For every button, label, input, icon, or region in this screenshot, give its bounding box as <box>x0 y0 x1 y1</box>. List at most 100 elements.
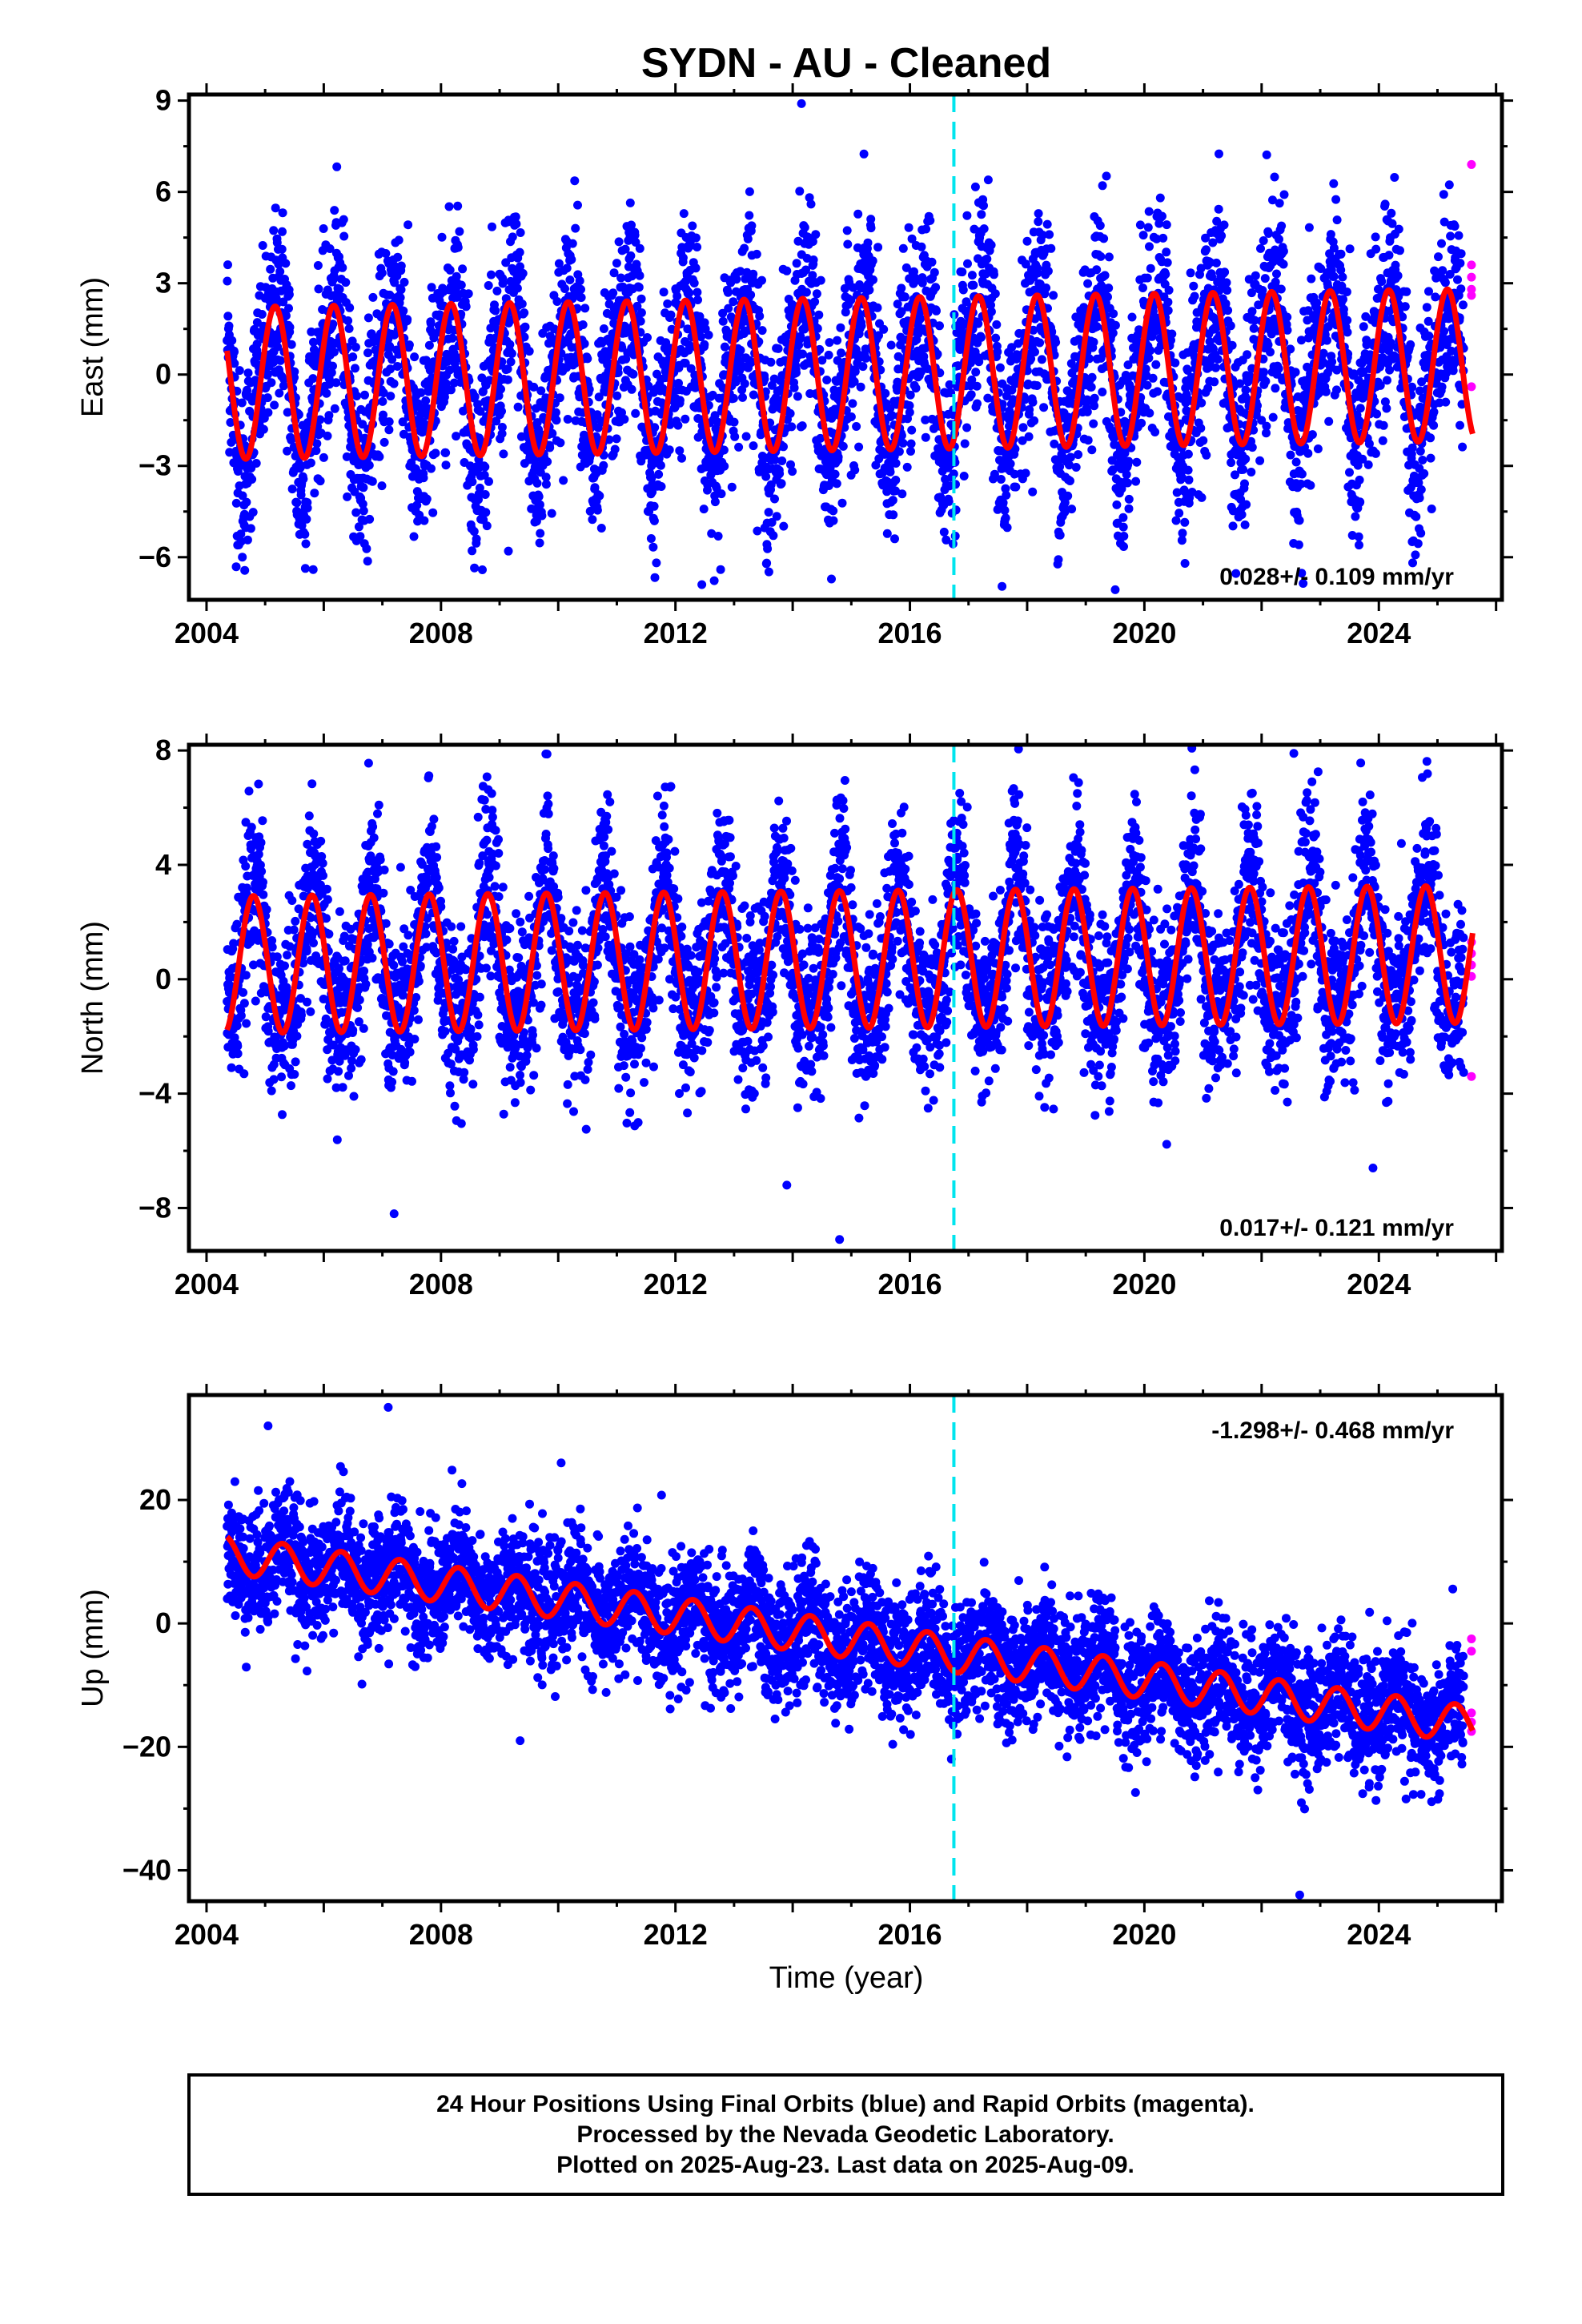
data-point <box>344 324 354 333</box>
data-point <box>1083 279 1093 288</box>
data-point <box>1279 259 1288 269</box>
data-point <box>921 415 930 424</box>
data-point <box>1183 449 1193 459</box>
data-point <box>224 321 234 331</box>
data-point <box>632 259 641 269</box>
data-point <box>299 474 308 484</box>
data-point <box>1035 338 1045 348</box>
data-point <box>1380 397 1390 407</box>
data-point <box>1055 530 1065 540</box>
data-point <box>854 442 864 452</box>
data-point <box>560 284 569 293</box>
data-point <box>1303 316 1312 325</box>
data-point <box>846 296 856 305</box>
data-point <box>259 424 268 434</box>
data-point <box>1437 239 1446 248</box>
data-point <box>325 244 335 253</box>
data-point <box>777 479 786 489</box>
data-point <box>974 357 984 367</box>
data-point <box>760 374 769 384</box>
data-point <box>491 306 500 316</box>
data-point <box>552 416 561 425</box>
data-point <box>1085 354 1094 364</box>
data-point <box>364 460 374 470</box>
data-point <box>1150 428 1160 436</box>
data-point <box>1221 299 1231 308</box>
data-point <box>811 230 821 239</box>
data-point <box>620 244 630 254</box>
data-point <box>636 294 646 304</box>
data-point <box>874 331 883 340</box>
data-point <box>643 333 652 342</box>
data-point <box>503 364 512 374</box>
data-point <box>1286 450 1295 460</box>
data-point <box>421 396 431 405</box>
data-point <box>1138 231 1148 240</box>
data-point <box>861 353 871 363</box>
data-point <box>882 529 892 538</box>
data-point <box>740 243 749 253</box>
data-point <box>650 573 660 582</box>
data-point <box>246 524 255 533</box>
data-point <box>420 516 429 525</box>
data-point <box>1223 286 1232 295</box>
data-point <box>998 498 1008 508</box>
data-point <box>1144 353 1154 363</box>
data-point <box>284 290 294 300</box>
data-point <box>1419 468 1429 478</box>
data-point <box>879 324 889 334</box>
data-point <box>1223 306 1233 316</box>
data-point <box>958 285 968 295</box>
data-point <box>1197 398 1207 408</box>
data-point <box>1207 272 1217 281</box>
data-point <box>363 313 373 323</box>
data-point <box>620 415 629 424</box>
data-point <box>998 581 1007 591</box>
data-point <box>536 386 546 396</box>
data-point <box>484 281 493 290</box>
data-point <box>887 411 897 420</box>
data-point <box>829 506 838 516</box>
data-point <box>309 337 318 347</box>
data-point <box>905 408 914 417</box>
data-point <box>693 243 702 251</box>
data-point <box>277 244 287 254</box>
data-point <box>1167 329 1177 339</box>
data-point <box>1336 249 1346 259</box>
data-point <box>967 375 977 384</box>
data-point <box>335 284 344 294</box>
data-point <box>901 263 911 272</box>
data-point <box>501 258 511 267</box>
data-point <box>379 410 387 420</box>
data-point <box>592 505 602 515</box>
data-point <box>274 259 283 269</box>
data-point <box>1034 217 1043 227</box>
data-point <box>939 527 949 537</box>
data-point <box>649 516 659 525</box>
data-point <box>449 348 459 358</box>
data-point <box>488 222 496 231</box>
data-point <box>496 384 505 394</box>
data-point <box>518 268 528 278</box>
data-point <box>1377 277 1387 286</box>
data-point <box>1263 340 1273 349</box>
data-point <box>729 393 738 403</box>
data-point <box>894 447 904 456</box>
data-point <box>1259 368 1268 377</box>
data-point <box>455 227 464 236</box>
data-point <box>1162 258 1172 267</box>
data-point <box>343 316 353 325</box>
data-point <box>1258 286 1267 295</box>
data-point <box>576 284 585 294</box>
data-point <box>1039 403 1049 412</box>
data-point <box>1145 408 1154 418</box>
data-point <box>797 421 807 431</box>
data-point <box>1162 220 1171 230</box>
data-point <box>960 439 970 448</box>
data-point <box>468 477 477 487</box>
data-point <box>674 379 683 388</box>
data-point <box>1065 460 1074 470</box>
data-point <box>716 565 725 574</box>
data-point <box>627 220 636 230</box>
data-point <box>230 348 239 356</box>
